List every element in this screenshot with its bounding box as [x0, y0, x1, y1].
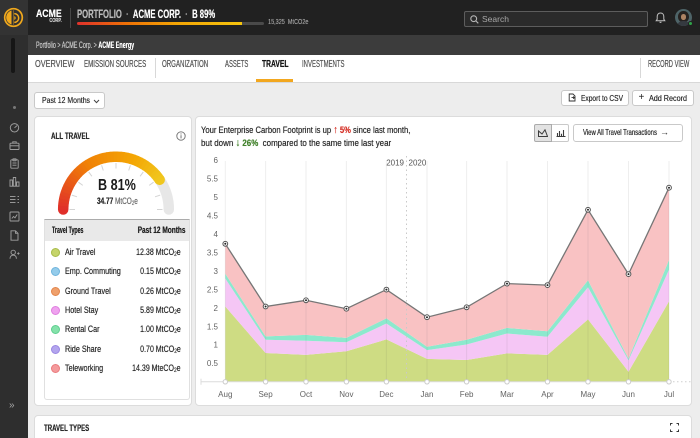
svg-text:2: 2: [214, 304, 219, 313]
svg-text:6: 6: [214, 156, 219, 165]
svg-text:Jul: Jul: [664, 390, 674, 399]
svg-text:3.5: 3.5: [207, 249, 219, 258]
svg-text:Sep: Sep: [258, 390, 273, 399]
svg-text:Feb: Feb: [460, 390, 474, 399]
svg-text:1.5: 1.5: [207, 322, 219, 331]
svg-text:Jun: Jun: [622, 390, 635, 399]
svg-text:1: 1: [214, 341, 219, 350]
svg-text:2020: 2020: [409, 159, 427, 168]
svg-text:5.5: 5.5: [207, 175, 219, 184]
svg-text:4: 4: [214, 230, 219, 239]
svg-text:Nov: Nov: [339, 390, 353, 399]
svg-text:Oct: Oct: [300, 390, 313, 399]
svg-text:3: 3: [214, 267, 219, 276]
svg-text:May: May: [580, 390, 595, 399]
svg-text:4.5: 4.5: [207, 212, 219, 221]
svg-text:2019: 2019: [386, 159, 404, 168]
svg-text:Jan: Jan: [421, 390, 434, 399]
svg-text:5: 5: [214, 193, 219, 202]
svg-text:Aug: Aug: [218, 390, 232, 399]
svg-text:Mar: Mar: [500, 390, 514, 399]
svg-text:Apr: Apr: [541, 390, 554, 399]
svg-text:Dec: Dec: [379, 390, 393, 399]
svg-text:0.5: 0.5: [207, 359, 219, 368]
svg-text:2.5: 2.5: [207, 285, 219, 294]
